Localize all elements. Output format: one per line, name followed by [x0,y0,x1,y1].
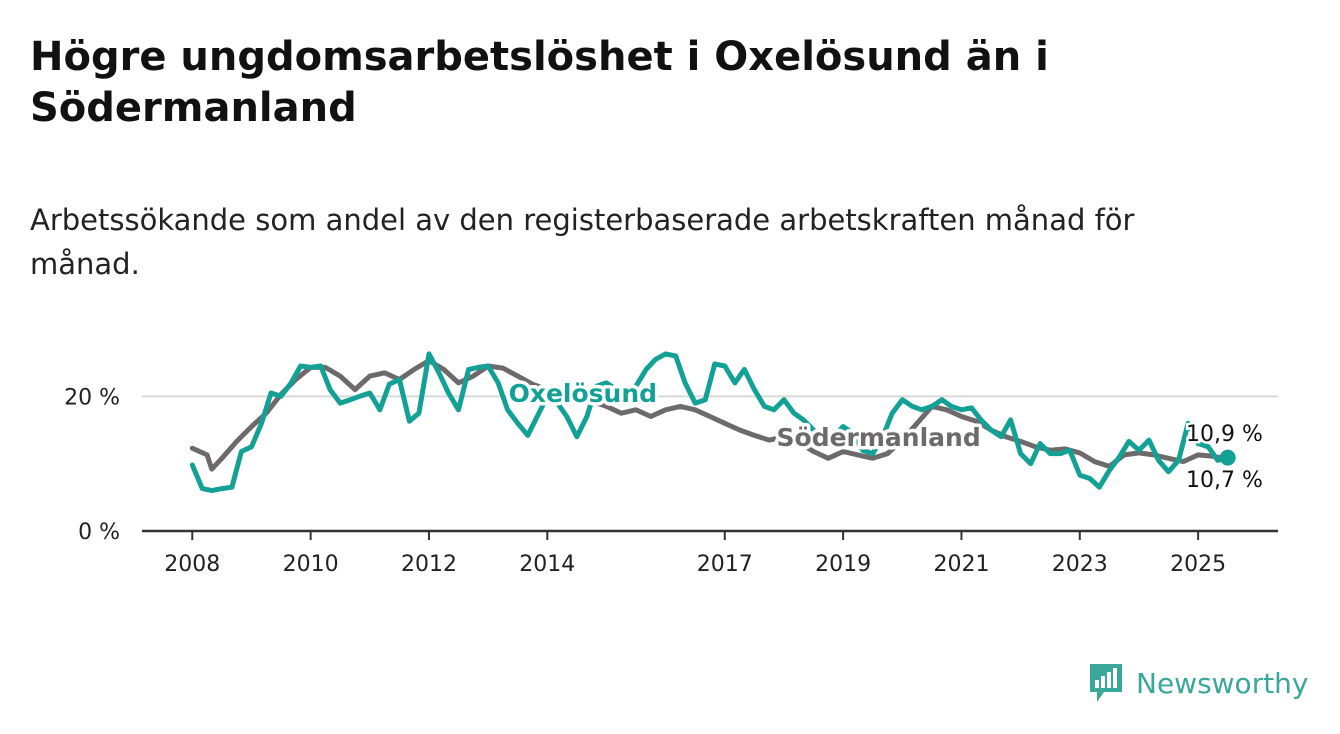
series-line-oxelsund [189,351,1231,494]
x-tick-label: 2014 [519,552,575,577]
bar-chart-badge-icon [1090,664,1122,702]
brand-name: Newsworthy [1136,666,1309,700]
x-tick-label: 2008 [164,552,220,577]
chart-subtitle: Arbetssökande som andel av den registerb… [30,203,1135,281]
end-label-oxelosund: 10,9 % [1186,422,1263,447]
x-tick-label: 2021 [933,552,989,577]
series-line-sdermanland [189,358,1231,472]
y-tick-label: 0 % [78,520,120,545]
chart-title: Högre ungdomsarbetslöshet i Oxelösund än… [30,34,1049,131]
series-label-sodermanland: Södermanland [777,423,981,452]
x-tick-label: 2017 [697,552,753,577]
series-label-oxelosund: Oxelösund [509,379,657,408]
x-tick-label: 2025 [1170,552,1226,577]
x-tick-label: 2023 [1052,552,1108,577]
endpoint-marker-oxelosund [1219,449,1236,466]
y-tick-label: 20 % [64,385,120,410]
end-label-sodermanland: 10,7 % [1186,468,1263,493]
x-tick-label: 2012 [401,552,457,577]
newsworthy-brand: Newsworthy [1088,660,1309,706]
x-tick-label: 2019 [815,552,871,577]
x-tick-label: 2010 [283,552,339,577]
